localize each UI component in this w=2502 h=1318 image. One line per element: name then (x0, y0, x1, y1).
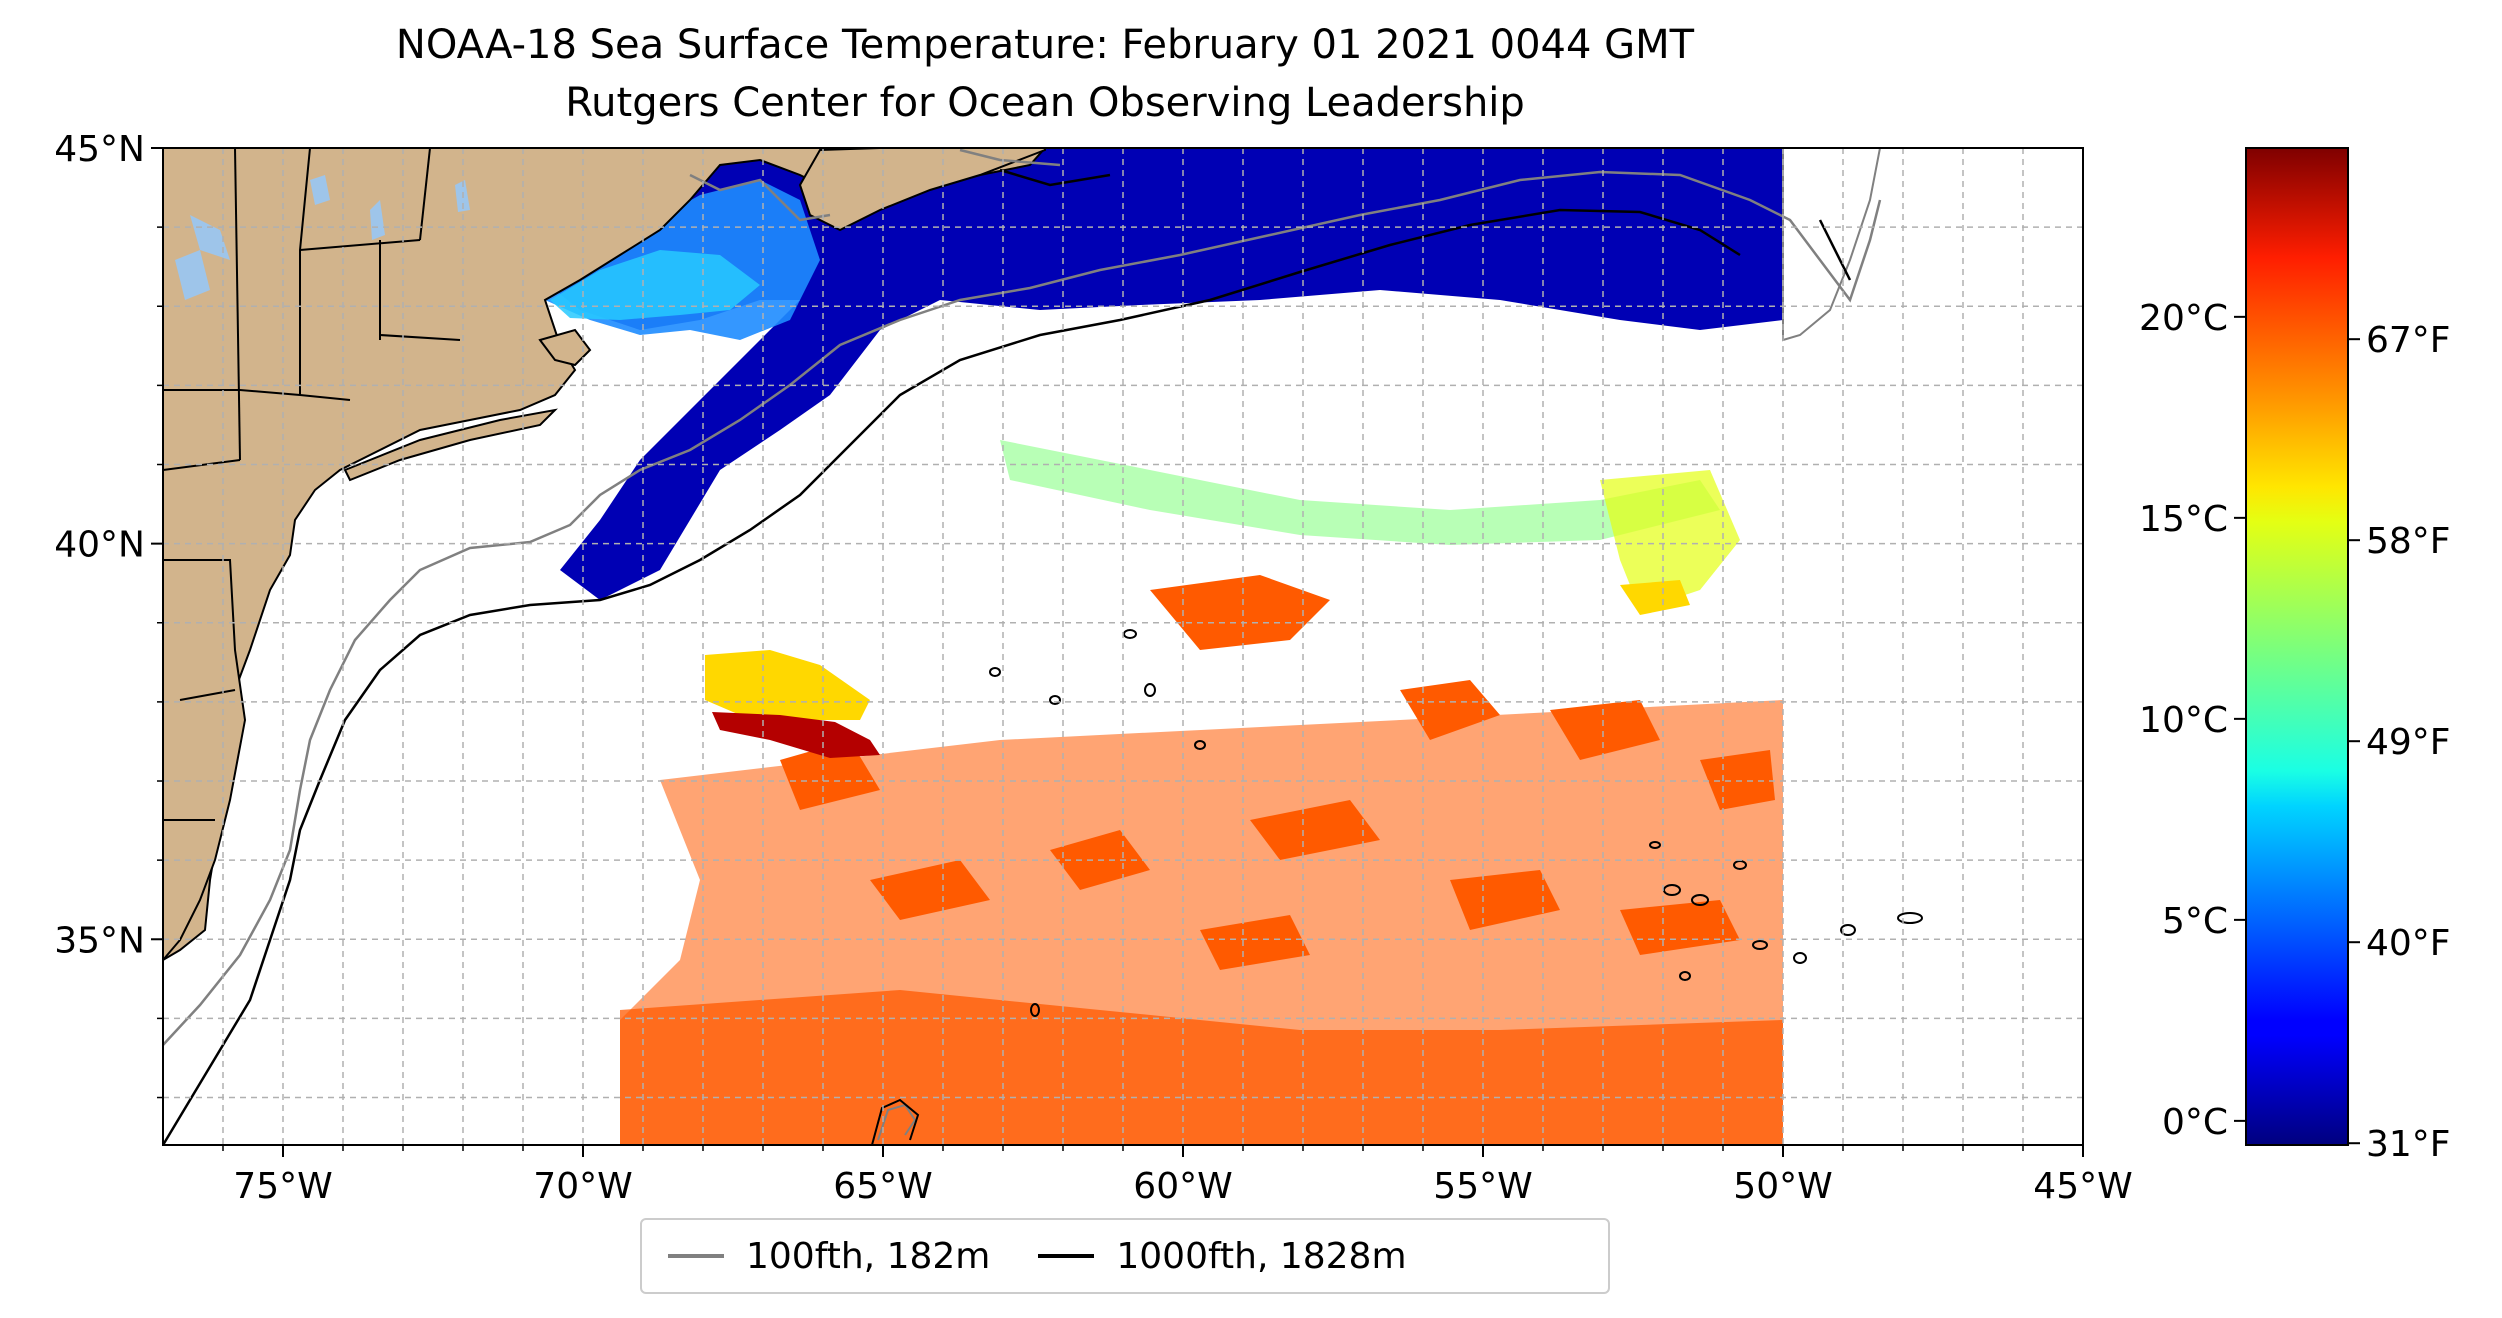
colorbar-celsius-label: 15°C (2139, 499, 2228, 540)
longitude-ticks: 75°W 70°W 65°W 60°W 55°W 50°W 45°W (222, 1145, 2133, 1207)
sst-transition-band (1000, 440, 1740, 615)
legend: 100fth, 182m 1000fth, 1828m (640, 1218, 1610, 1294)
colorbar-celsius-label: 10°C (2139, 700, 2228, 741)
map-subtitle: Rutgers Center for Ocean Observing Leade… (565, 80, 1525, 126)
lon-tick-label: 50°W (1733, 1166, 1832, 1207)
colorbar-celsius-ticks: 0°C 5°C 10°C 15°C 20°C (2139, 298, 2246, 1143)
legend-label-1000fth: 1000fth, 1828m (1116, 1235, 1407, 1277)
lat-tick-label: 35°N (54, 920, 145, 961)
colorbar-fahrenheit-label: 49°F (2366, 722, 2451, 763)
lakes (175, 175, 470, 300)
lon-tick-label: 55°W (1433, 1166, 1532, 1207)
gridlines (163, 148, 2083, 1145)
lat-tick-label: 45°N (54, 129, 145, 170)
legend-item-100fth: 100fth, 182m (668, 1236, 990, 1277)
sst-cold-north (555, 148, 1783, 600)
seamounts (871, 629, 1923, 1145)
colorbar-gradient (2246, 148, 2348, 1145)
colorbar-celsius-label: 0°C (2162, 1102, 2228, 1143)
colorbar-fahrenheit-label: 67°F (2366, 320, 2451, 361)
sst-field (545, 148, 1783, 1145)
colorbar-frame (2245, 147, 2349, 1146)
sst-gulfstream-core (712, 712, 880, 758)
legend-label-100fth: 100fth, 182m (746, 1235, 991, 1277)
land-nova-scotia (798, 148, 1046, 232)
lon-tick-label: 60°W (1133, 1166, 1232, 1207)
state-borders (163, 148, 461, 821)
colorbar-fahrenheit-label: 58°F (2366, 521, 2451, 562)
colorbar-fahrenheit-label: 31°F (2366, 1124, 2451, 1165)
colorbar-celsius-label: 20°C (2139, 298, 2228, 339)
sst-warm-patches (620, 575, 1783, 1145)
legend-item-1000fth: 1000fth, 1828m (1038, 1235, 1407, 1277)
contour-1000fth (163, 168, 1852, 1145)
lon-tick-label: 65°W (833, 1166, 932, 1207)
legend-line-1000fth (1038, 1254, 1095, 1258)
colorbar-fahrenheit-label: 40°F (2366, 923, 2451, 964)
sst-cyan-strip (550, 250, 760, 320)
colorbar: 0°C 5°C 10°C 15°C 20°C 31°F 40°F 49°F 58°F 67°F (2139, 147, 2451, 1165)
lon-tick-label: 75°W (233, 1166, 332, 1207)
map-title: NOAA-18 Sea Surface Temperature: Februar… (395, 22, 1695, 68)
lon-tick-label: 70°W (533, 1166, 632, 1207)
colorbar-fahrenheit-ticks: 31°F 40°F 49°F 58°F 67°F (2348, 320, 2451, 1165)
legend-line-100fth (668, 1254, 724, 1258)
latitude-ticks: 45°N 40°N 35°N (54, 129, 163, 1099)
land-long-island (343, 408, 558, 482)
colorbar-celsius-label: 5°C (2162, 901, 2228, 942)
lon-tick-label: 45°W (2033, 1166, 2132, 1207)
map-panel: 75°W 70°W 65°W 60°W 55°W 50°W 45°W 45°N 40°N 35°… (54, 129, 2132, 1207)
lat-tick-label: 40°N (54, 525, 145, 566)
